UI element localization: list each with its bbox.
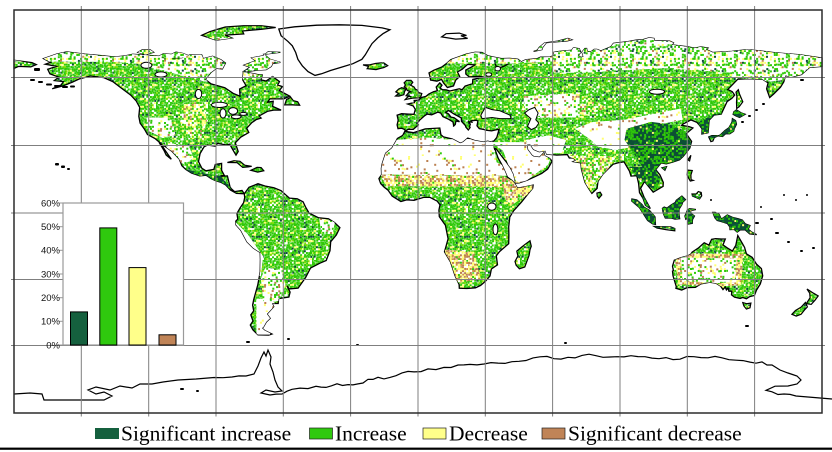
svg-text:60%: 60% <box>41 198 61 209</box>
svg-text:10%: 10% <box>41 317 61 328</box>
svg-text:0%: 0% <box>46 340 60 351</box>
svg-text:30%: 30% <box>41 269 61 280</box>
svg-text:50%: 50% <box>41 222 61 233</box>
svg-text:Significant increase: Significant increase <box>121 422 291 446</box>
svg-text:20%: 20% <box>41 293 61 304</box>
svg-text:Significant decrease: Significant decrease <box>568 422 742 446</box>
svg-text:Increase: Increase <box>335 422 407 446</box>
svg-text:Decrease: Decrease <box>449 422 528 446</box>
svg-text:40%: 40% <box>41 246 61 257</box>
